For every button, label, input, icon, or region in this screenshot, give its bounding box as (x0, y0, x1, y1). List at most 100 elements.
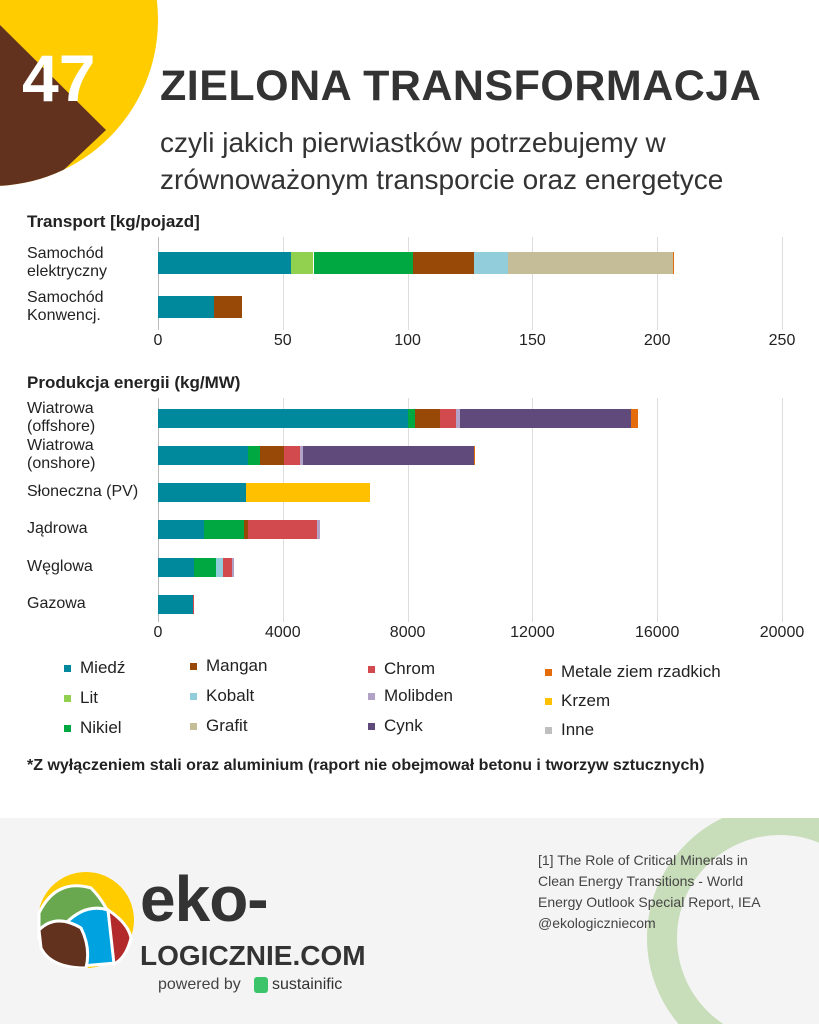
category-label: Jądrowa (27, 520, 88, 537)
gridline (782, 237, 783, 330)
chart-title-energy: Produkcja energii (kg/MW) (27, 373, 241, 392)
gridline (782, 398, 783, 622)
tick-label: 100 (394, 332, 421, 349)
bar-segment-Kobalt (216, 557, 223, 577)
sustainific-logo-icon (254, 977, 268, 993)
bar-segment-Miedź (158, 519, 204, 539)
legend-swatch (190, 693, 197, 701)
tick-label: 20000 (759, 624, 805, 641)
bar-segment-Cynk (302, 445, 475, 465)
tick-label: 150 (519, 332, 546, 349)
bar-segment-Kobalt (473, 252, 508, 274)
legend-item: Chrom (368, 659, 435, 679)
legend-label: Molibden (384, 686, 453, 705)
gridline (657, 237, 659, 330)
bar-segment-Miedź (158, 296, 214, 318)
bar-segment-Mangan (413, 252, 474, 274)
footer: eko- LOGICZNIE.COM powered by sustainifi… (0, 818, 819, 1024)
tick-label: 0 (153, 624, 163, 641)
tick-label: 50 (273, 332, 292, 349)
bar-segment-Metale ziem rzadkich (631, 408, 639, 428)
gridline (407, 237, 409, 330)
legend-swatch (368, 723, 375, 731)
page-subtitle: czyli jakich pierwiastków potrzebujemy w… (160, 127, 724, 195)
legend-item: Cynk (368, 716, 423, 736)
legend-label: Nikiel (80, 718, 122, 737)
legend-item: Nikiel (64, 718, 122, 738)
bar-segment-Molibden (232, 557, 235, 577)
legend-swatch (545, 669, 552, 677)
legend-swatch (64, 665, 71, 673)
bar-segment-Miedź (158, 482, 247, 502)
legend-item: Krzem (545, 691, 610, 711)
category-label: Wiatrowa (offshore) (27, 400, 96, 435)
social-handle: @ekologiczniecom (538, 915, 656, 931)
gridline (158, 237, 159, 330)
bar-segment-Miedź (158, 594, 193, 614)
legend-label: Miedź (80, 658, 126, 677)
legend-label: Mangan (206, 656, 268, 675)
legend-swatch (368, 666, 375, 674)
category-label: Samochód Konwencj. (27, 289, 104, 324)
gridline (532, 398, 534, 622)
legend-label: Metale ziem rzadkich (561, 662, 721, 681)
legend-label: Chrom (384, 659, 436, 678)
source-text: [1] The Role of Critical Minerals in Cle… (538, 852, 761, 910)
legend-label: Grafit (206, 716, 248, 735)
bar-segment-Nikiel (313, 252, 414, 274)
tick-label: 200 (643, 332, 671, 349)
legend-item: Lit (64, 688, 98, 708)
legend-item: Molibden (368, 686, 453, 706)
legend-label: Kobalt (206, 686, 255, 705)
legend-item: Inne (545, 720, 594, 740)
brand-name: eko- (140, 863, 269, 935)
category-label: Wiatrowa (onshore) (27, 437, 96, 472)
bar-segment-Mangan (260, 445, 285, 465)
bar-segment-Metale ziem rzadkich (474, 445, 475, 465)
bar-segment-Chrom (222, 557, 233, 577)
tick-label: 16000 (634, 624, 680, 641)
bar-segment-Lit (291, 252, 314, 274)
bar-segment-Chrom (439, 408, 457, 428)
tick-label: 4000 (265, 624, 301, 641)
category-label: Węglowa (27, 558, 93, 575)
legend-label: Inne (561, 720, 595, 739)
bar-segment-Cynk (460, 408, 632, 428)
legend-item: Metale ziem rzadkich (545, 662, 721, 682)
bar-segment-Mangan (415, 408, 440, 428)
legend-swatch (64, 695, 71, 703)
corner-badge (0, 0, 158, 186)
tick-label: 0 (153, 332, 163, 349)
legend-swatch (545, 727, 552, 735)
chart-title-transport: Transport [kg/pojazd] (27, 212, 200, 231)
gridline (532, 237, 534, 330)
bar-segment-Nikiel (193, 557, 217, 577)
bar-segment-Nikiel (407, 408, 416, 428)
category-label: Gazowa (27, 595, 86, 612)
bar-segment-Chrom (248, 519, 317, 539)
powered-by: powered by (158, 976, 241, 993)
legend-item: Grafit (190, 716, 248, 736)
legend-swatch (190, 723, 197, 731)
legend-item: Miedź (64, 658, 125, 678)
legend-label: Krzem (561, 691, 611, 710)
bar-segment-Miedź (158, 445, 249, 465)
gridline (657, 398, 659, 622)
bar-segment-Miedź (158, 408, 408, 428)
bar-segment-Nikiel (203, 519, 245, 539)
decorative-ring-icon (647, 818, 819, 1024)
bar-segment-Krzem (246, 482, 370, 502)
bar-segment-Grafit (507, 252, 673, 274)
legend-swatch (368, 693, 375, 701)
gridline (407, 398, 409, 622)
bar-segment-Molibden (299, 445, 303, 465)
legend-swatch (545, 698, 552, 706)
legend-swatch (64, 725, 71, 733)
bar-segment-Chrom (192, 594, 195, 614)
bar-segment-Nikiel (248, 445, 261, 465)
legend-label: Cynk (384, 716, 423, 735)
footnote: *Z wyłączeniem stali oraz aluminium (rap… (27, 757, 705, 774)
category-label: Samochód elektryczny (27, 245, 108, 280)
gridline (158, 398, 159, 622)
category-label: Słoneczna (PV) (27, 483, 139, 500)
